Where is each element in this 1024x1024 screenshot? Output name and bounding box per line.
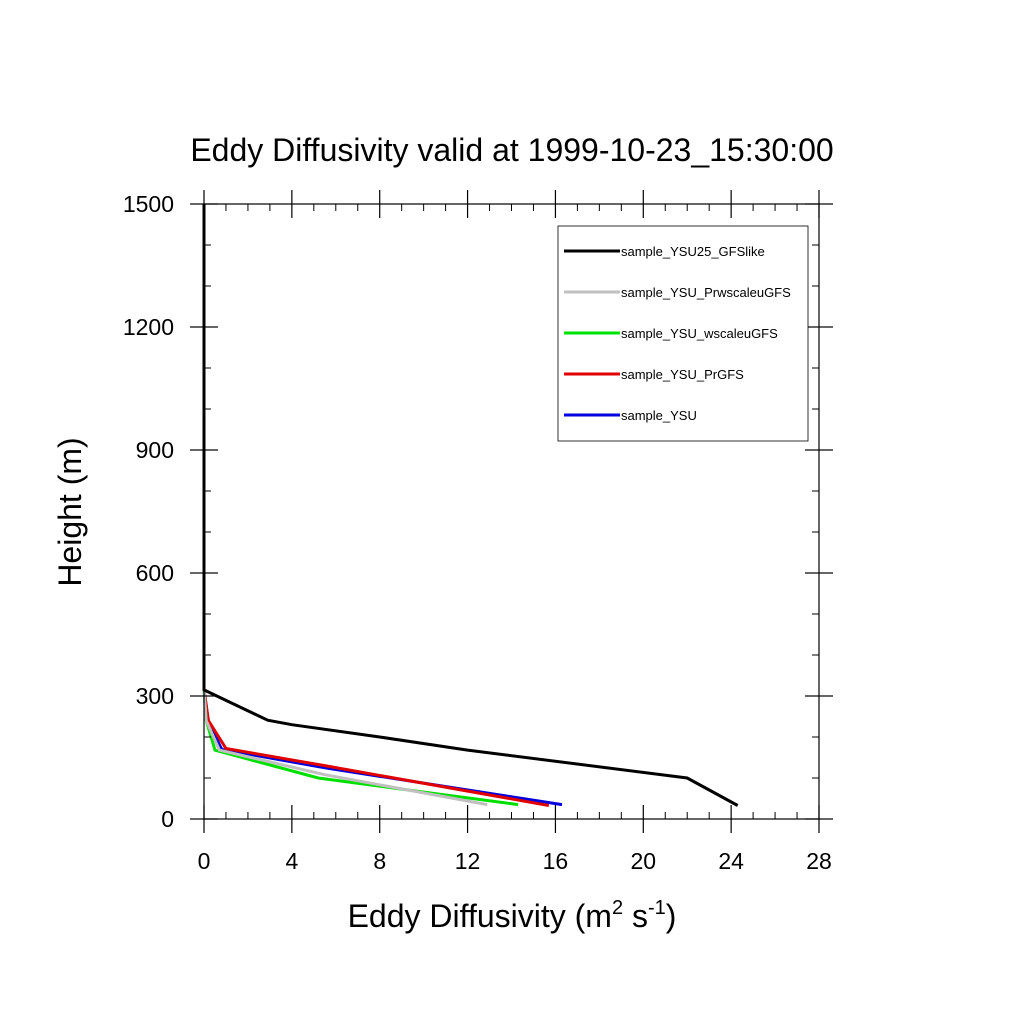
x-axis-label-mid: s bbox=[623, 898, 648, 934]
y-tick-label-1: 300 bbox=[136, 683, 174, 709]
legend: sample_YSU25_GFSlike sample_YSU_Prwscaleu… bbox=[557, 225, 809, 442]
legend-label-1: sample_YSU_PrwscaleuGFS bbox=[621, 285, 791, 300]
x-tick-label-0: 0 bbox=[198, 848, 211, 874]
legend-label-2: sample_YSU_wscaleuGFS bbox=[621, 326, 778, 341]
x-tick-label-7: 28 bbox=[806, 848, 832, 874]
legend-label-4: sample_YSU bbox=[621, 408, 697, 423]
chart-title: Eddy Diffusivity valid at 1999-10-23_15:… bbox=[190, 132, 833, 168]
y-tick-label-3: 900 bbox=[136, 437, 174, 463]
x-tick-label-1: 4 bbox=[285, 848, 298, 874]
x-tick-label-2: 8 bbox=[373, 848, 386, 874]
y-tick-label-0: 0 bbox=[161, 806, 174, 832]
y-tick-label-5: 1500 bbox=[123, 191, 174, 217]
legend-entries: sample_YSU25_GFSlike sample_YSU_Prwscaleu… bbox=[564, 244, 791, 423]
tick-labels-layer: 0 4 8 12 16 20 24 28 0 300 600 900 1200 1500 bbox=[123, 191, 832, 874]
y-axis-label: Height (m) bbox=[52, 437, 88, 586]
x-axis-label: Eddy Diffusivity (m2 s-1) bbox=[348, 897, 677, 934]
x-axis-label-sup1: 2 bbox=[612, 897, 623, 919]
x-tick-label-5: 20 bbox=[630, 848, 656, 874]
plot-frame bbox=[203, 203, 820, 820]
legend-label-3: sample_YSU_PrGFS bbox=[621, 367, 744, 382]
legend-label-0: sample_YSU25_GFSlike bbox=[621, 244, 765, 259]
x-axis-label-base: Eddy Diffusivity (m bbox=[348, 898, 612, 934]
x-tick-label-3: 12 bbox=[455, 848, 481, 874]
x-tick-label-4: 16 bbox=[543, 848, 569, 874]
y-tick-label-4: 1200 bbox=[123, 314, 174, 340]
x-tick-label-6: 24 bbox=[718, 848, 744, 874]
x-axis-label-sup2: -1 bbox=[648, 897, 666, 919]
series-line-sample_YSU25_GFSlike bbox=[202, 204, 739, 807]
y-tick-label-2: 600 bbox=[136, 560, 174, 586]
x-axis-label-end: ) bbox=[666, 898, 677, 934]
